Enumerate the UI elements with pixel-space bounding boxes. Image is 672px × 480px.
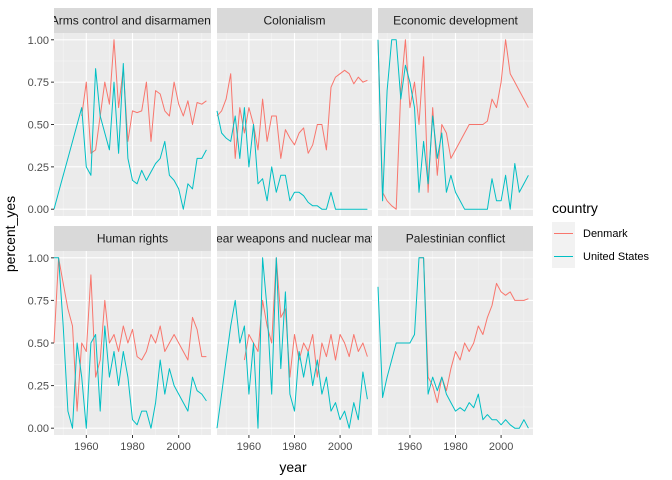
facet-strip (217, 226, 372, 251)
x-tick-label: 2000 (166, 441, 190, 453)
series-line-denmark (216, 69, 368, 159)
x-tick-label: 1960 (74, 441, 98, 453)
facet-strip-label: Nuclear weapons and nuclear material (192, 232, 397, 246)
x-tick-label: 1980 (443, 441, 467, 453)
y-tick-label: 0.25 (28, 381, 49, 393)
y-tick-label: 0.75 (28, 77, 49, 89)
panel-1: Arms control and disarmament 0.00 0.25 0.50… (28, 8, 215, 216)
series-line-denmark (243, 257, 368, 378)
series-line-united-states (377, 257, 529, 429)
facet-strip-label: Palestinian conflict (406, 232, 506, 246)
facet-strip (378, 8, 533, 33)
series-line-united-states (216, 107, 368, 210)
y-tick-label: 0.00 (28, 423, 49, 435)
panel-3: Economic development (377, 8, 533, 216)
x-axis-title: year (279, 459, 307, 475)
facet-strip (54, 226, 211, 251)
series-line-united-states (216, 257, 368, 429)
y-axis-title: percent_yes (2, 196, 18, 272)
panel-6: Palestinian conflict 1960 1980 2000 (377, 226, 533, 453)
y-tick-label: 0.00 (28, 204, 49, 216)
facet-strip (217, 8, 372, 33)
facet-strip-label: Colonialism (263, 14, 325, 28)
x-tick-label: 1980 (282, 441, 306, 453)
facet-strip-label: Arms control and disarmament (51, 14, 215, 28)
series-line-denmark (419, 257, 529, 404)
panel-5: Nuclear weapons and nuclear material 1960… (192, 226, 397, 453)
series-line-denmark (53, 257, 207, 412)
legend-label: Denmark (583, 228, 628, 240)
x-tick-label: 1980 (120, 441, 144, 453)
facet-strip-label: Human rights (97, 232, 168, 246)
x-tick-label: 1960 (398, 441, 422, 453)
y-tick-label: 0.25 (28, 162, 49, 174)
facet-strip (378, 226, 533, 251)
y-tick-label: 0.75 (28, 295, 49, 307)
facet-strip-label: Economic development (393, 14, 518, 28)
series-line-united-states (377, 39, 529, 210)
series-line-united-states (54, 257, 207, 429)
series-line-denmark (81, 39, 207, 154)
legend-title: country (552, 200, 598, 216)
y-tick-label: 1.00 (28, 35, 49, 47)
x-tick-label: 2000 (328, 441, 352, 453)
x-tick-label: 1960 (237, 441, 261, 453)
y-tick-label: 1.00 (28, 253, 49, 265)
y-tick-label: 0.50 (28, 120, 49, 132)
facet-strip (54, 8, 211, 33)
panel-2: Colonialism (216, 8, 372, 216)
panels-layer: Arms control and disarmament 0.00 0.25 0.50… (28, 8, 533, 453)
legend: country Denmark United States (552, 200, 650, 268)
x-tick-label: 2000 (489, 441, 513, 453)
series-line-united-states (53, 63, 207, 210)
legend-label: United States (583, 251, 650, 263)
y-tick-label: 0.50 (28, 338, 49, 350)
panel-4: Human rights 0.00 0.25 0.50 0.75 1.00 1960 1980… (28, 226, 211, 453)
series-line-denmark (377, 39, 529, 210)
